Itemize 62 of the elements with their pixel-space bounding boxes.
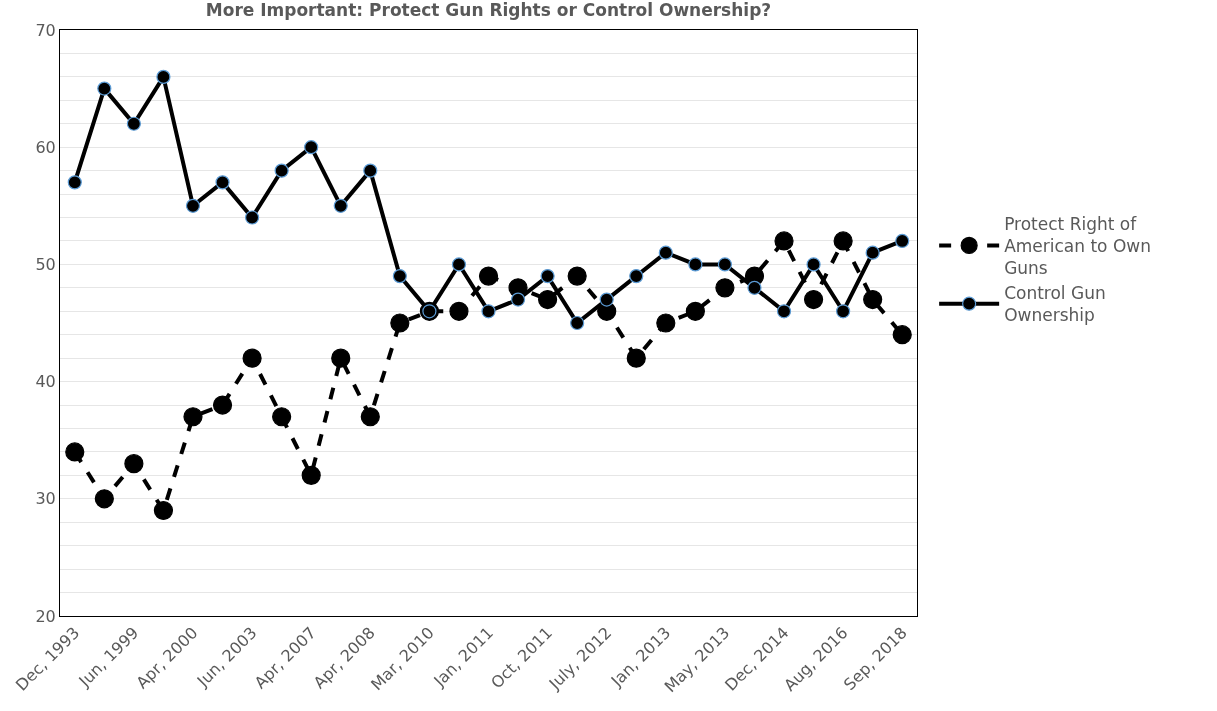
point xyxy=(570,315,585,331)
legend-label: Control Gun Ownership xyxy=(1004,283,1106,326)
point xyxy=(94,489,114,509)
point xyxy=(833,231,853,251)
point xyxy=(688,257,703,272)
point xyxy=(478,266,499,286)
point xyxy=(658,245,673,260)
y-tick-label: 30 xyxy=(35,489,56,509)
point xyxy=(156,69,171,84)
point xyxy=(747,280,762,295)
chart-title: More Important: Protect Gun Rights or Control Ownership? xyxy=(205,0,772,20)
point xyxy=(124,454,144,474)
point xyxy=(715,278,735,298)
point xyxy=(242,348,262,368)
point xyxy=(599,292,614,307)
point xyxy=(212,395,233,415)
point xyxy=(183,407,203,427)
point xyxy=(215,175,230,190)
point xyxy=(803,289,824,310)
point xyxy=(363,163,378,178)
point xyxy=(333,198,348,213)
point xyxy=(392,269,407,284)
point xyxy=(304,140,319,155)
point xyxy=(895,233,910,249)
y-tick-label: 50 xyxy=(35,255,56,274)
point xyxy=(540,269,555,284)
point xyxy=(481,304,496,319)
point xyxy=(185,198,201,213)
point xyxy=(451,257,467,272)
point xyxy=(806,257,821,272)
point xyxy=(865,245,880,260)
point xyxy=(538,289,558,310)
point xyxy=(97,81,112,96)
y-tick-label: 60 xyxy=(35,137,56,157)
point xyxy=(774,231,794,251)
point xyxy=(685,301,705,321)
y-tick-label: 20 xyxy=(35,606,56,626)
y-tick-label: 40 xyxy=(35,372,56,392)
point xyxy=(629,269,644,284)
point xyxy=(626,348,646,368)
point xyxy=(245,210,260,225)
point xyxy=(717,257,733,272)
point xyxy=(301,465,321,485)
point xyxy=(126,116,141,131)
point xyxy=(836,304,851,319)
point xyxy=(863,289,883,310)
legend-label: Protect Right of American to Own Guns xyxy=(1004,213,1151,279)
point xyxy=(510,292,526,307)
point xyxy=(67,175,82,190)
point xyxy=(776,304,792,319)
y-tick-label: 70 xyxy=(35,20,56,40)
point xyxy=(892,325,912,345)
point xyxy=(390,313,410,333)
point xyxy=(449,301,469,321)
point xyxy=(65,442,85,462)
point xyxy=(331,348,351,368)
point xyxy=(656,313,676,333)
point xyxy=(360,407,380,427)
point xyxy=(272,407,292,427)
point xyxy=(567,266,587,286)
point xyxy=(153,500,174,521)
point xyxy=(274,163,289,178)
